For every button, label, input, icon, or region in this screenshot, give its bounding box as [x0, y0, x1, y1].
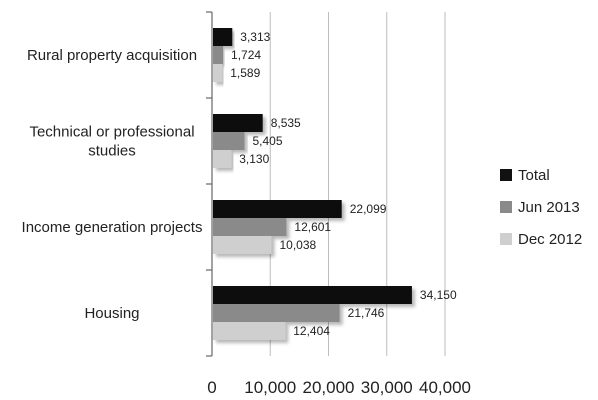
legend-label: Total: [518, 167, 550, 184]
x-tick-label: 20,000: [303, 378, 355, 397]
bar: [213, 236, 272, 254]
legend-swatch: [500, 233, 512, 245]
bar: [213, 28, 233, 46]
data-label: 3,130: [239, 152, 269, 166]
bar: [213, 64, 223, 82]
bar: [213, 286, 412, 304]
bar: [213, 322, 286, 340]
category-label: Income generation projects: [22, 219, 203, 236]
data-label: 21,746: [348, 306, 385, 320]
bar: [213, 304, 340, 322]
category-label: Housing: [84, 305, 139, 322]
bar: [213, 114, 263, 132]
x-tick-label: 30,000: [361, 378, 413, 397]
data-label: 34,150: [420, 288, 457, 302]
x-tick-label: 10,000: [244, 378, 296, 397]
data-label: 1,724: [231, 48, 261, 62]
data-label: 1,589: [230, 66, 260, 80]
data-label: 22,099: [350, 202, 387, 216]
data-label: 5,405: [252, 134, 282, 148]
bar: [213, 150, 232, 168]
x-tick-label: 0: [207, 378, 216, 397]
bar: [213, 132, 245, 150]
bar: [213, 46, 224, 64]
data-label: 10,038: [279, 238, 316, 252]
legend-label: Dec 2012: [518, 231, 582, 248]
data-label: 3,313: [240, 30, 270, 44]
x-tick-label: 40,000: [419, 378, 471, 397]
bar: [213, 200, 342, 218]
data-label: 12,404: [293, 324, 330, 338]
legend-swatch: [500, 201, 512, 213]
category-label: Rural property acquisition: [27, 47, 197, 64]
bar: [213, 218, 287, 236]
legend-swatch: [500, 169, 512, 181]
legend-label: Jun 2013: [518, 199, 580, 216]
category-label: Technical or professional studies: [29, 124, 194, 160]
data-label: 12,601: [294, 220, 331, 234]
data-label: 8,535: [271, 116, 301, 130]
